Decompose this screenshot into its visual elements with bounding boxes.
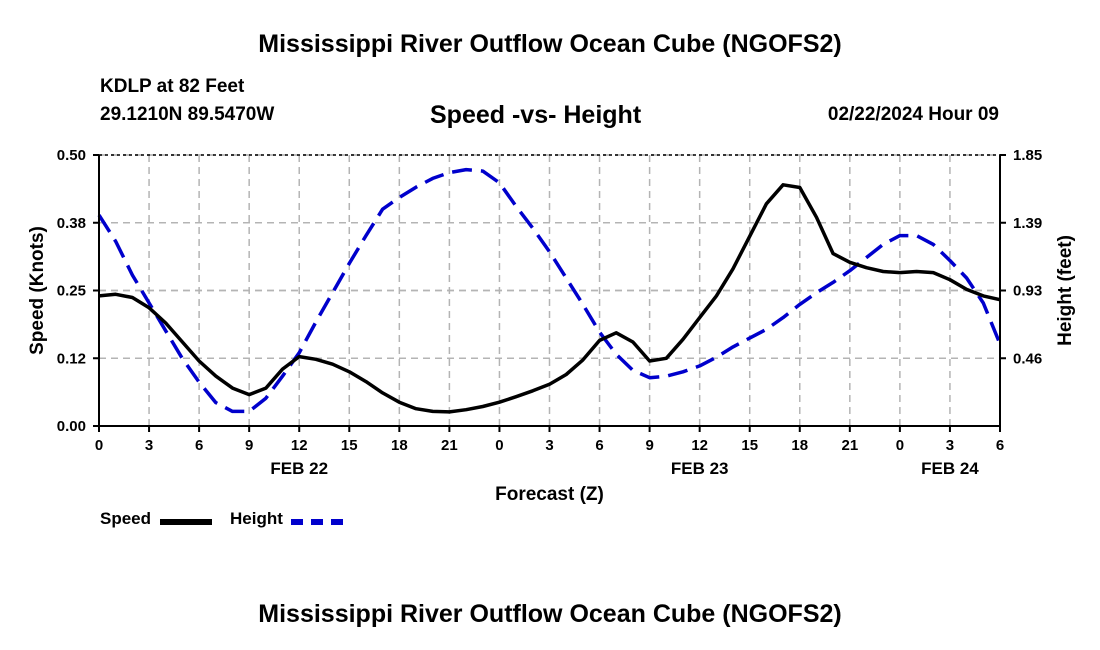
y-tick-label: 0.00 bbox=[57, 418, 86, 435]
x-axis-title: Forecast (Z) bbox=[495, 484, 604, 505]
y-axis-title: Speed (Knots) bbox=[27, 226, 48, 355]
x-date-label: FEB 22 bbox=[270, 459, 328, 478]
series-lines bbox=[97, 167, 1002, 414]
x-date-label: FEB 23 bbox=[671, 459, 729, 478]
y-tick-label: 0.50 bbox=[57, 147, 86, 164]
x-tick-label: 6 bbox=[996, 437, 1004, 454]
speed-series-line bbox=[98, 183, 1001, 414]
x-tick-label: 6 bbox=[595, 437, 603, 454]
coordinates-label: 29.1210N 89.5470W bbox=[100, 104, 275, 125]
legend-height-label: Height bbox=[230, 509, 283, 528]
x-tick-label: 3 bbox=[946, 437, 954, 454]
x-tick-label: 21 bbox=[841, 437, 858, 454]
y-tick-label: 0.12 bbox=[57, 350, 86, 367]
legend-speed-label: Speed bbox=[100, 509, 152, 528]
y2-tick-label: 1.85 bbox=[1013, 147, 1042, 164]
y2-tick-label: 0.93 bbox=[1013, 283, 1042, 300]
x-tick-label: 15 bbox=[341, 437, 358, 454]
main-title: Mississippi River Outflow Ocean Cube (NG… bbox=[258, 30, 842, 58]
x-tick-label: 9 bbox=[645, 437, 653, 454]
y-tick-label: 0.38 bbox=[57, 215, 86, 232]
footer-title: Mississippi River Outflow Ocean Cube (NG… bbox=[258, 600, 842, 628]
station-label: KDLP at 82 Feet bbox=[100, 76, 245, 97]
x-tick-label: 3 bbox=[145, 437, 153, 454]
x-tick-label: 18 bbox=[391, 437, 408, 454]
x-date-label: FEB 24 bbox=[921, 459, 979, 478]
x-tick-label: 18 bbox=[791, 437, 808, 454]
y2-tick-label: 1.39 bbox=[1013, 215, 1042, 232]
y-tick-label: 0.25 bbox=[57, 283, 86, 300]
chart-axes: 0 3 6 9 12 15 18 21 0 3 6 9 12 15 18 21 0 3 6 FEB 22 FEB 23 F… bbox=[27, 147, 1076, 505]
x-tick-label: 9 bbox=[245, 437, 253, 454]
x-tick-label: 0 bbox=[896, 437, 904, 454]
chart-subtitle: Speed -vs- Height bbox=[430, 101, 642, 129]
legend-speed-swatch bbox=[160, 519, 212, 525]
x-tick-label: 15 bbox=[741, 437, 758, 454]
forecast-datetime: 02/22/2024 Hour 09 bbox=[827, 104, 999, 125]
height-series-line bbox=[97, 167, 1002, 414]
x-tick-label: 12 bbox=[291, 437, 308, 454]
y2-tick-label: 0.46 bbox=[1013, 350, 1042, 367]
x-tick-label: 12 bbox=[691, 437, 708, 454]
y2-axis-title: Height (feet) bbox=[1055, 235, 1076, 346]
x-tick-label: 6 bbox=[195, 437, 203, 454]
x-tick-label: 0 bbox=[95, 437, 103, 454]
x-tick-label: 21 bbox=[441, 437, 458, 454]
x-tick-label: 0 bbox=[495, 437, 503, 454]
x-tick-label: 3 bbox=[545, 437, 553, 454]
legend-height-swatch bbox=[291, 519, 343, 525]
